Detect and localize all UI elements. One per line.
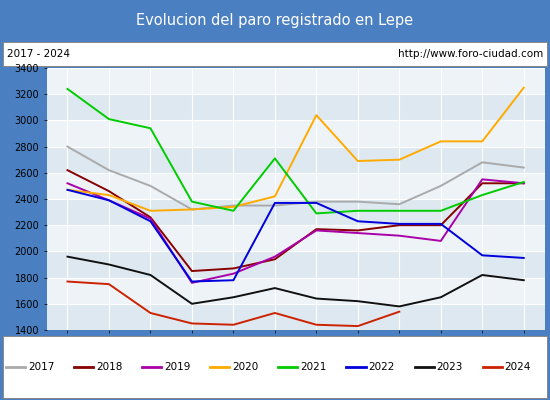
Text: 2023: 2023: [436, 362, 463, 372]
Bar: [47, 146, 544, 173]
Bar: [47, 68, 544, 94]
Text: Evolucion del paro registrado en Lepe: Evolucion del paro registrado en Lepe: [136, 14, 414, 28]
Bar: [47, 199, 544, 225]
Text: 2024: 2024: [504, 362, 531, 372]
Text: 2018: 2018: [96, 362, 122, 372]
Text: 2021: 2021: [300, 362, 327, 372]
Bar: [47, 94, 544, 120]
Bar: [47, 304, 544, 330]
Bar: [47, 173, 544, 199]
Bar: [47, 225, 544, 252]
Text: http://www.foro-ciudad.com: http://www.foro-ciudad.com: [398, 49, 543, 59]
Text: 2017 - 2024: 2017 - 2024: [7, 49, 70, 59]
Bar: [47, 251, 544, 278]
Text: 2022: 2022: [368, 362, 394, 372]
Text: 2017: 2017: [28, 362, 54, 372]
Text: 2020: 2020: [232, 362, 258, 372]
Bar: [47, 278, 544, 304]
Bar: [47, 120, 544, 146]
Text: 2019: 2019: [164, 362, 190, 372]
